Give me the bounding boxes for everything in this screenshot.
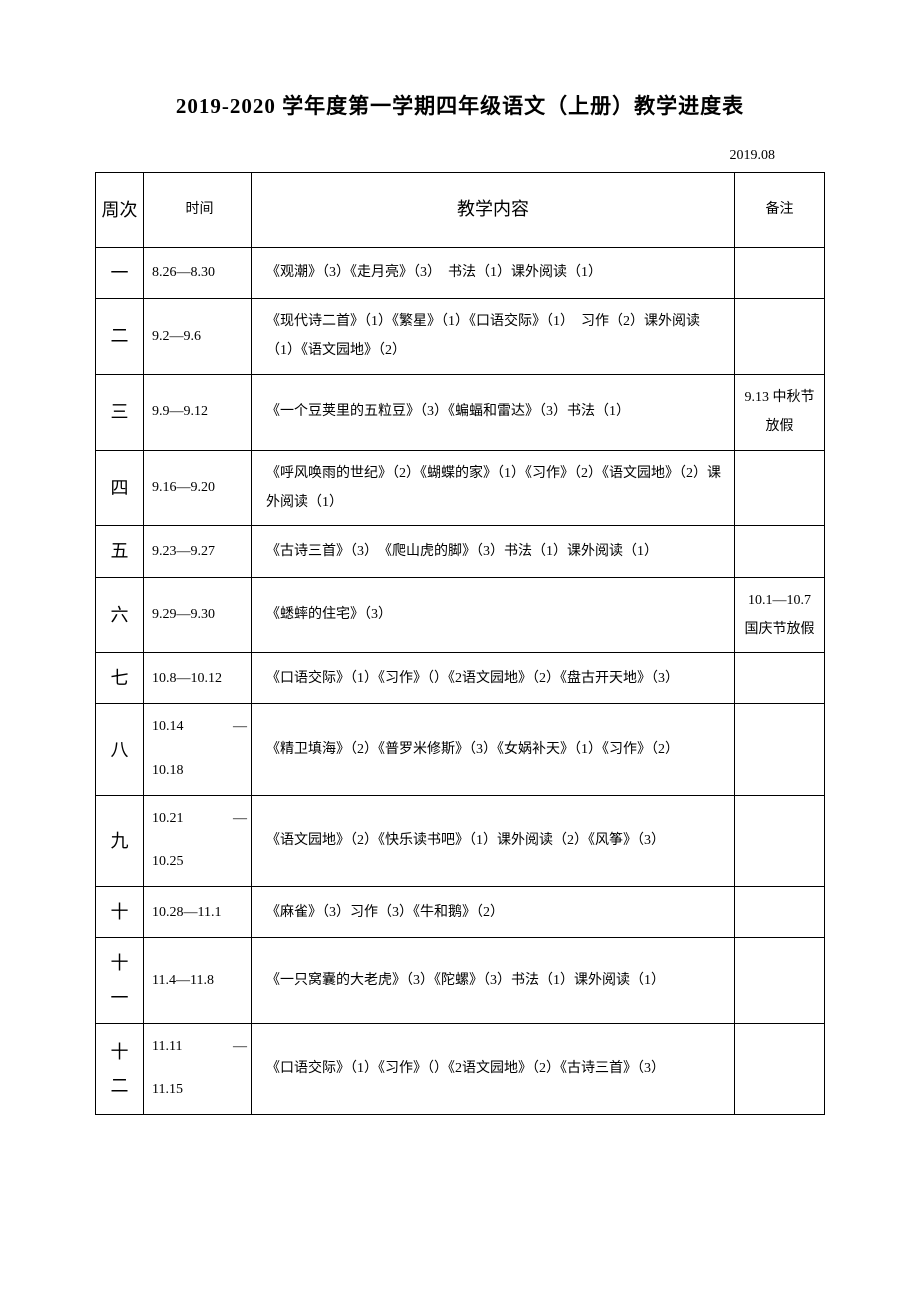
cell-week: 二 xyxy=(96,298,144,374)
cell-time: 9.16—9.20 xyxy=(144,450,252,526)
cell-content: 《古诗三首》（3） 《爬山虎的脚》（3）书法（1）课外阅读（1） xyxy=(252,526,735,577)
cell-time: 11.4—11.8 xyxy=(144,938,252,1023)
cell-time: 10.21 — 10.25 xyxy=(144,795,252,886)
document-date: 2019.08 xyxy=(95,148,825,164)
cell-week: 八 xyxy=(96,704,144,795)
cell-content: 《精卫填海》（2）《普罗米修斯》（3）《女娲补天》（1）《习作》（2） xyxy=(252,704,735,795)
cell-note xyxy=(735,704,825,795)
cell-content: 《语文园地》（2）《快乐读书吧》（1）课外阅读（2）《风筝》（3） xyxy=(252,795,735,886)
cell-note: 9.13 中秋节放假 xyxy=(735,374,825,450)
cell-week: 九 xyxy=(96,795,144,886)
cell-week: 三 xyxy=(96,374,144,450)
cell-note: 10.1—10.7 国庆节放假 xyxy=(735,577,825,653)
header-time: 时间 xyxy=(144,173,252,248)
cell-content: 《蟋蟀的住宅》（3） xyxy=(252,577,735,653)
cell-content: 《呼风唤雨的世纪》（2）《蝴蝶的家》（1）《习作》（2）《语文园地》（2）课外阅… xyxy=(252,450,735,526)
table-row: 七 10.8—10.12 《口语交际》（1）《习作》（）《2语文园地》（2）《盘… xyxy=(96,653,825,704)
table-row: 一 8.26—8.30 《观潮》（3）《走月亮》（3） 书法（1）课外阅读（1） xyxy=(96,247,825,298)
schedule-table: 周次 时间 教学内容 备注 一 8.26—8.30 《观潮》（3）《走月亮》（3… xyxy=(95,172,825,1115)
table-row: 十 10.28—11.1 《麻雀》（3）习作（3）《牛和鹅》（2） xyxy=(96,887,825,938)
cell-week: 十 xyxy=(96,887,144,938)
cell-time: 10.8—10.12 xyxy=(144,653,252,704)
cell-note xyxy=(735,1023,825,1114)
cell-content: 《一只窝囊的大老虎》（3）《陀螺》（3）书法（1）课外阅读（1） xyxy=(252,938,735,1023)
cell-time: 9.2—9.6 xyxy=(144,298,252,374)
cell-note xyxy=(735,450,825,526)
cell-content: 《口语交际》（1）《习作》（）《2语文园地》（2）《盘古开天地》（3） xyxy=(252,653,735,704)
table-row: 八 10.14 — 10.18 《精卫填海》（2）《普罗米修斯》（3）《女娲补天》… xyxy=(96,704,825,795)
time-line1: 10.14 xyxy=(152,712,184,743)
cell-note xyxy=(735,247,825,298)
cell-week: 六 xyxy=(96,577,144,653)
table-row: 三 9.9—9.12 《一个豆荚里的五粒豆》（3）《蝙蝠和雷达》（3）书法（1）… xyxy=(96,374,825,450)
header-content: 教学内容 xyxy=(252,173,735,248)
cell-time: 8.26—8.30 xyxy=(144,247,252,298)
cell-content: 《观潮》（3）《走月亮》（3） 书法（1）课外阅读（1） xyxy=(252,247,735,298)
cell-time: 9.9—9.12 xyxy=(144,374,252,450)
time-line2: 10.18 xyxy=(152,763,184,778)
table-row: 六 9.29—9.30 《蟋蟀的住宅》（3） 10.1—10.7 国庆节放假 xyxy=(96,577,825,653)
page-title: 2019-2020 学年度第一学期四年级语文（上册）教学进度表 xyxy=(95,90,825,120)
dash-icon: — xyxy=(233,1032,247,1063)
table-row: 四 9.16—9.20 《呼风唤雨的世纪》（2）《蝴蝶的家》（1）《习作》（2）… xyxy=(96,450,825,526)
cell-content: 《一个豆荚里的五粒豆》（3）《蝙蝠和雷达》（3）书法（1） xyxy=(252,374,735,450)
cell-note xyxy=(735,526,825,577)
dash-icon: — xyxy=(233,804,247,835)
cell-week: 十二 xyxy=(96,1023,144,1114)
time-line2: 10.25 xyxy=(152,854,184,869)
cell-time: 9.23—9.27 xyxy=(144,526,252,577)
cell-note xyxy=(735,795,825,886)
cell-note xyxy=(735,653,825,704)
cell-week: 一 xyxy=(96,247,144,298)
time-line1: 10.21 xyxy=(152,804,184,835)
cell-content: 《麻雀》（3）习作（3）《牛和鹅》（2） xyxy=(252,887,735,938)
cell-time: 10.28—11.1 xyxy=(144,887,252,938)
cell-week: 四 xyxy=(96,450,144,526)
table-row: 十二 11.11 — 11.15 《口语交际》（1）《习作》（）《2语文园地》（2… xyxy=(96,1023,825,1114)
cell-note xyxy=(735,887,825,938)
cell-week: 十一 xyxy=(96,938,144,1023)
time-line1: 11.11 xyxy=(152,1032,182,1063)
header-week: 周次 xyxy=(96,173,144,248)
cell-note xyxy=(735,298,825,374)
table-row: 五 9.23—9.27 《古诗三首》（3） 《爬山虎的脚》（3）书法（1）课外阅… xyxy=(96,526,825,577)
dash-icon: — xyxy=(233,712,247,743)
cell-time: 11.11 — 11.15 xyxy=(144,1023,252,1114)
cell-content: 《现代诗二首》（1）《繁星》（1）《口语交际》（1） 习作（2）课外阅读（1）《… xyxy=(252,298,735,374)
time-line2: 11.15 xyxy=(152,1082,183,1097)
cell-week: 七 xyxy=(96,653,144,704)
table-row: 二 9.2—9.6 《现代诗二首》（1）《繁星》（1）《口语交际》（1） 习作（… xyxy=(96,298,825,374)
cell-note xyxy=(735,938,825,1023)
table-header-row: 周次 时间 教学内容 备注 xyxy=(96,173,825,248)
cell-time: 9.29—9.30 xyxy=(144,577,252,653)
header-note: 备注 xyxy=(735,173,825,248)
cell-time: 10.14 — 10.18 xyxy=(144,704,252,795)
table-row: 九 10.21 — 10.25 《语文园地》（2）《快乐读书吧》（1）课外阅读（2… xyxy=(96,795,825,886)
table-row: 十一 11.4—11.8 《一只窝囊的大老虎》（3）《陀螺》（3）书法（1）课外… xyxy=(96,938,825,1023)
cell-content: 《口语交际》（1）《习作》（）《2语文园地》（2）《古诗三首》（3） xyxy=(252,1023,735,1114)
cell-week: 五 xyxy=(96,526,144,577)
